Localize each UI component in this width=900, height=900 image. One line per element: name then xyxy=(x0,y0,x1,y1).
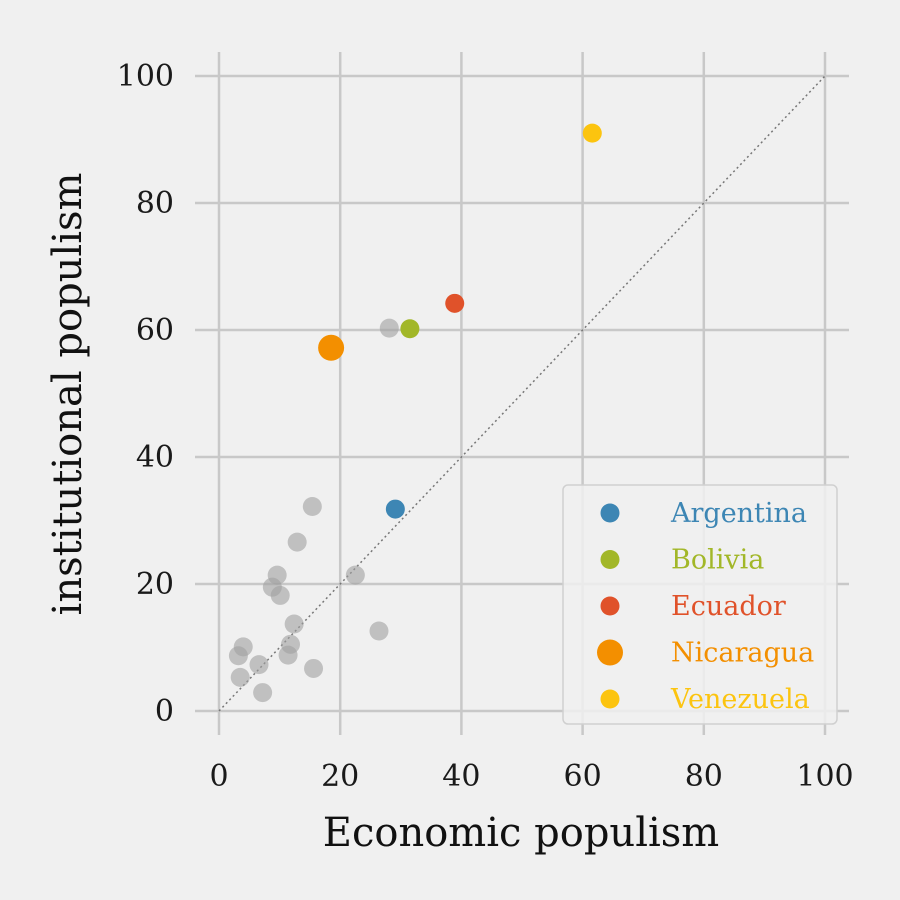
country-points xyxy=(318,123,602,519)
x-tick-label: 0 xyxy=(209,759,228,794)
background-point xyxy=(249,655,269,675)
y-tick-label: 80 xyxy=(136,186,174,221)
background-point xyxy=(284,614,304,634)
background-point xyxy=(233,637,253,657)
legend-label-bolivia: Bolivia xyxy=(671,545,764,576)
x-tick-label: 100 xyxy=(796,759,853,794)
legend-marker-bolivia xyxy=(600,550,620,569)
legend: Argentina Bolivia Ecuador Nicaragua Venezuel… xyxy=(562,484,838,725)
reference-diagonal-line xyxy=(218,75,826,712)
background-point xyxy=(287,532,307,552)
legend-box xyxy=(562,484,838,725)
legend-label-nicaragua: Nicaragua xyxy=(671,638,814,669)
background-point xyxy=(369,621,389,641)
legend-marker-nicaragua xyxy=(597,639,623,666)
background-point xyxy=(345,565,365,585)
legend-label-venezuela: Venezuela xyxy=(670,684,810,715)
background-point xyxy=(302,497,322,517)
x-tick-labels: 0 20 40 60 80 100 xyxy=(209,759,853,794)
x-tick-label: 80 xyxy=(685,759,723,794)
background-points xyxy=(228,318,399,703)
background-point xyxy=(230,667,250,687)
background-point xyxy=(379,318,399,338)
y-tick-labels: 0 20 40 60 80 100 xyxy=(117,59,174,729)
x-tick-label: 60 xyxy=(564,759,602,794)
y-tick-label: 60 xyxy=(136,313,174,348)
x-tick-label: 40 xyxy=(442,759,480,794)
legend-label-argentina: Argentina xyxy=(670,498,807,529)
x-tick-label: 20 xyxy=(321,759,359,794)
y-tick-label: 20 xyxy=(136,567,174,602)
legend-marker-ecuador xyxy=(600,596,620,616)
background-point xyxy=(253,683,273,703)
y-tick-label: 100 xyxy=(117,59,174,94)
y-axis-label: institutional populism xyxy=(45,173,91,616)
y-tick-label: 0 xyxy=(155,694,174,729)
point-ecuador xyxy=(445,293,465,313)
legend-label-ecuador: Ecuador xyxy=(671,591,786,622)
point-nicaragua xyxy=(318,334,345,361)
y-tick-label: 40 xyxy=(136,440,174,475)
background-point xyxy=(304,658,324,678)
point-bolivia xyxy=(400,319,420,339)
point-venezuela xyxy=(582,123,602,143)
grid xyxy=(195,52,849,735)
x-axis-label: Economic populism xyxy=(323,810,719,856)
legend-marker-venezuela xyxy=(600,689,620,709)
background-point xyxy=(281,634,301,654)
background-point xyxy=(270,585,290,605)
legend-marker-argentina xyxy=(600,503,620,523)
point-argentina xyxy=(385,499,405,519)
background-point xyxy=(267,565,287,585)
